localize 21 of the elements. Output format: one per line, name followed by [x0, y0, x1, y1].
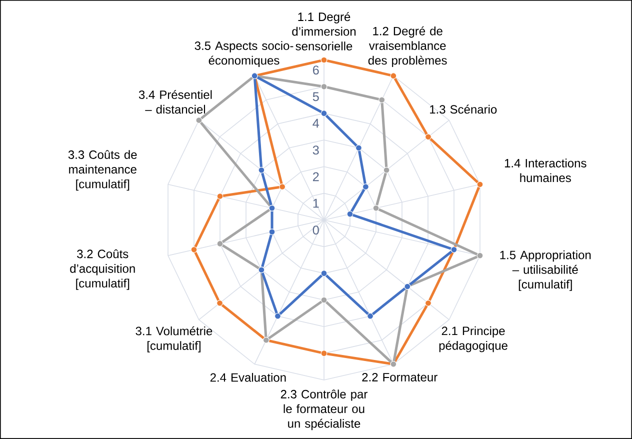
y-tick-label: 6 — [313, 66, 319, 75]
spoke-label: 1.4 Interactions humaines — [504, 158, 586, 182]
spoke-label: 3.4 Présentiel – distanciel — [138, 90, 212, 114]
y-tick-label: 4 — [312, 118, 320, 128]
spoke-label: 2.3 Contrôle par le formateur ou un spécialiste — [280, 390, 368, 430]
spoke-label: 2.1 Principe pédagogique — [439, 326, 508, 352]
y-tick-label: 1 — [313, 198, 319, 208]
spoke-label: 3.5 Aspects socio-économiques — [194, 41, 294, 68]
spoke-label: 1.1 Degré d’immersion sensorielle — [292, 12, 356, 50]
y-tick-label: 3 — [312, 146, 319, 155]
y-tick-label: 5 — [312, 92, 319, 102]
spoke-label: 3.2 Coûts d’acquisition [cumulatif] — [70, 249, 135, 290]
spoke-label: 1.2 Degré de vraisemblance des problèmes — [368, 26, 447, 68]
spoke-label: 2.2 Formateur — [362, 372, 438, 382]
spoke-label: 3.1 Volumétrie [cumulatif] — [136, 326, 212, 352]
spoke-label: 1.3 Scénario — [430, 104, 497, 114]
spoke-label: 1.5 Appropriation – utilisabilité [cumulatif] — [500, 250, 591, 291]
spoke-label: 3.3 Coûts de maintenance [cumulatif] — [68, 150, 137, 191]
y-tick-label: 2 — [312, 172, 319, 182]
y-tick-label: 0 — [312, 226, 319, 235]
spoke-label: 2.4 Evaluation — [210, 372, 286, 382]
